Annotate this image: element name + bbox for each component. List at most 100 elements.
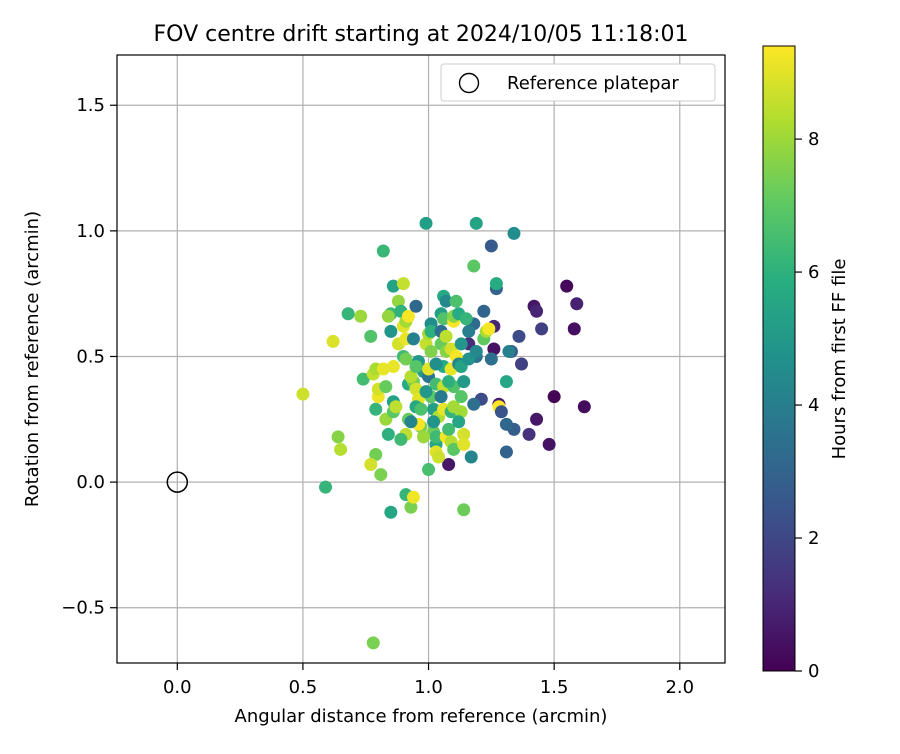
scatter-point bbox=[319, 480, 333, 494]
scatter-point bbox=[535, 322, 549, 336]
colorbar-tick-label: 4 bbox=[808, 395, 819, 416]
scatter-point bbox=[381, 427, 395, 441]
scatter-point bbox=[502, 344, 516, 358]
scatter-point bbox=[494, 405, 508, 419]
scatter-point bbox=[376, 362, 390, 376]
scatter-point bbox=[434, 390, 448, 404]
scatter-point bbox=[331, 430, 345, 444]
scatter-point bbox=[464, 450, 478, 464]
scatter-point bbox=[530, 304, 544, 318]
scatter-point bbox=[409, 299, 423, 313]
scatter-point bbox=[469, 344, 483, 358]
scatter-point bbox=[424, 324, 438, 338]
legend: Reference platepar bbox=[440, 63, 716, 102]
scatter-point bbox=[406, 490, 420, 504]
legend-marker bbox=[458, 72, 480, 94]
scatter-point bbox=[386, 360, 400, 374]
scatter-point bbox=[369, 447, 383, 461]
scatter-point bbox=[487, 342, 501, 356]
scatter-point bbox=[401, 309, 415, 323]
scatter-point bbox=[442, 458, 456, 472]
x-axis-ticks: 0.0 0.5 1.0 1.5 2.0 bbox=[163, 663, 694, 698]
scatter-point bbox=[499, 445, 513, 459]
data-points bbox=[296, 216, 591, 650]
y-tick-label: −0.5 bbox=[61, 598, 105, 619]
scatter-point bbox=[484, 239, 498, 253]
scatter-point bbox=[457, 503, 471, 517]
scatter-point bbox=[432, 450, 446, 464]
y-tick-label: 0.0 bbox=[76, 472, 105, 493]
scatter-point bbox=[334, 442, 348, 456]
scatter-point bbox=[381, 309, 395, 323]
scatter-point bbox=[499, 417, 513, 431]
scatter-point bbox=[457, 375, 471, 389]
scatter-point bbox=[484, 352, 498, 366]
scatter-point bbox=[417, 430, 431, 444]
chart-title: FOV centre drift starting at 2024/10/05 … bbox=[154, 22, 689, 47]
colorbar-tick-label: 6 bbox=[808, 262, 819, 283]
y-axis-label: Rotation from reference (arcmin) bbox=[22, 211, 43, 507]
scatter-point bbox=[439, 294, 453, 308]
scatter-point bbox=[449, 294, 463, 308]
y-tick-label: 1.0 bbox=[76, 221, 105, 242]
scatter-point bbox=[560, 279, 574, 293]
scatter-point bbox=[514, 357, 528, 371]
scatter-point bbox=[366, 636, 380, 650]
scatter-point bbox=[454, 390, 468, 404]
scatter-point bbox=[452, 415, 466, 429]
scatter-point bbox=[326, 334, 340, 348]
scatter-point bbox=[454, 337, 468, 351]
colorbar-ticks: 0 2 4 6 8 bbox=[795, 129, 819, 682]
scatter-point bbox=[467, 397, 481, 411]
scatter-point bbox=[567, 322, 581, 336]
scatter-point bbox=[406, 332, 420, 346]
scatter-point bbox=[396, 277, 410, 291]
scatter-point bbox=[379, 380, 393, 394]
scatter-point bbox=[296, 387, 310, 401]
scatter-point bbox=[424, 344, 438, 358]
scatter-point bbox=[530, 412, 544, 426]
scatter-point bbox=[389, 400, 403, 414]
scatter-point bbox=[409, 382, 423, 396]
scatter-point bbox=[547, 390, 561, 404]
x-tick-label: 0.5 bbox=[289, 677, 318, 698]
scatter-point bbox=[467, 259, 481, 273]
scatter-point bbox=[384, 324, 398, 338]
colorbar-tick-label: 8 bbox=[808, 129, 819, 150]
x-tick-label: 0.0 bbox=[163, 677, 192, 698]
y-tick-label: 0.5 bbox=[76, 346, 105, 367]
scatter-point bbox=[459, 312, 473, 326]
scatter-point bbox=[442, 422, 456, 436]
scatter-point bbox=[522, 427, 536, 441]
scatter-point bbox=[369, 402, 383, 416]
y-axis-ticks: −0.5 0.0 0.5 1.0 1.5 bbox=[61, 95, 117, 619]
scatter-point bbox=[457, 437, 471, 451]
scatter-point bbox=[374, 468, 388, 482]
scatter-point bbox=[404, 500, 418, 514]
scatter-point bbox=[341, 307, 355, 321]
plot-frame bbox=[116, 54, 726, 664]
scatter-point bbox=[394, 432, 408, 446]
scatter-point bbox=[429, 357, 443, 371]
scatter-point bbox=[454, 405, 468, 419]
scatter-point bbox=[404, 415, 418, 429]
scatter-point bbox=[439, 329, 453, 343]
scatter-point bbox=[457, 427, 471, 441]
scatter-point bbox=[570, 297, 584, 311]
scatter-point bbox=[376, 244, 390, 258]
scatter-point bbox=[419, 216, 433, 230]
grid-lines bbox=[117, 55, 725, 663]
scatter-point bbox=[437, 312, 451, 326]
scatter-point bbox=[399, 352, 413, 366]
legend-label: Reference platepar bbox=[507, 73, 679, 94]
scatter-point bbox=[364, 458, 378, 472]
scatter-point bbox=[429, 430, 443, 444]
colorbar-tick-label: 0 bbox=[808, 661, 819, 682]
scatter-point bbox=[354, 309, 368, 323]
scatter-point bbox=[356, 372, 370, 386]
scatter-point bbox=[391, 294, 405, 308]
colorbar-label: Hours from first FF file bbox=[829, 259, 850, 460]
scatter-point bbox=[469, 216, 483, 230]
